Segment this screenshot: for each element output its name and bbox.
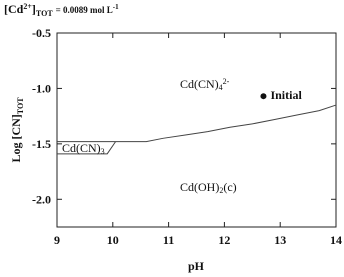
x-tick-label: 11 [163,233,174,247]
x-tick-label: 12 [218,233,230,247]
y-tick-label: -2.0 [32,192,51,206]
x-tick-label: 14 [330,233,342,247]
chart-title: [Cd2+]TOT = 0.0089 mol L-1 [4,2,119,18]
region-label-sup: 2- [223,77,230,86]
region-label: Cd(CN)3 [62,141,105,156]
region-label-text: Cd(OH) [180,180,219,194]
y-axis-label: Log [CN]TOT [9,97,25,163]
region-label-text: Cd(CN) [180,77,219,91]
boundary-line [57,141,117,155]
point-label: Initial [270,88,302,102]
x-tick-label: 13 [274,233,286,247]
boundary-line [57,104,337,143]
y-tick-label: -1.5 [32,137,51,151]
y-tick-label: -1.0 [32,81,51,95]
region-label-text: (c) [223,180,236,194]
x-axis-label: pH [188,259,205,273]
plot-frame [56,32,337,228]
region-label-text: Cd(CN) [62,141,101,155]
region-label-sub: 4 [219,83,223,92]
y-tick-label: -0.5 [32,26,51,40]
x-tick-label: 9 [54,233,60,247]
x-tick-label: 10 [107,233,119,247]
region-label-sub: 2 [219,186,223,195]
region-label: Cd(OH)2(c) [180,180,237,195]
region-label-sub: 3 [101,147,105,156]
point [260,93,267,100]
region-label: Cd(CN)42- [180,77,230,92]
